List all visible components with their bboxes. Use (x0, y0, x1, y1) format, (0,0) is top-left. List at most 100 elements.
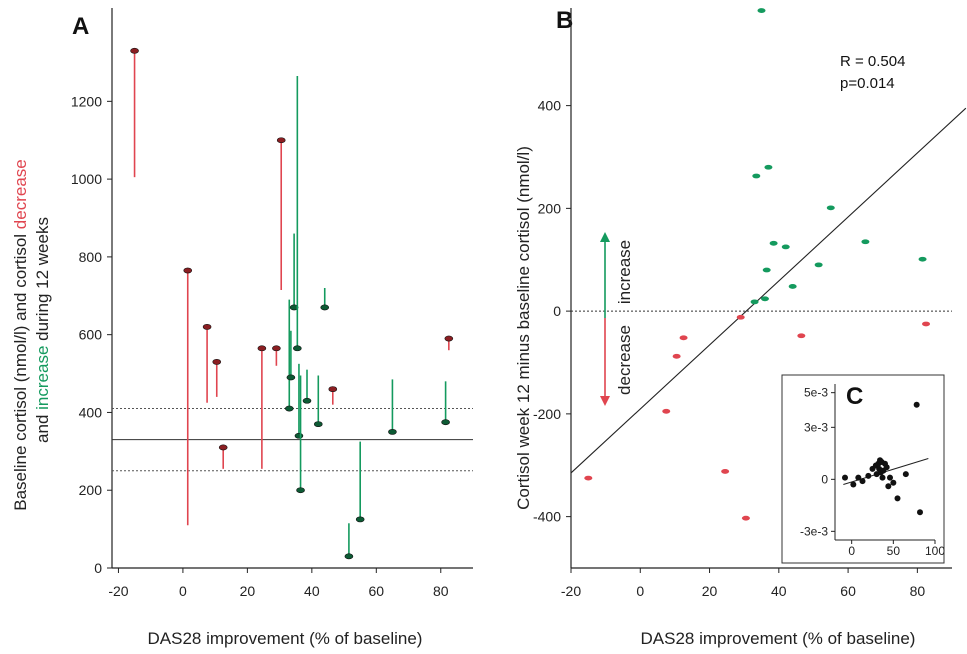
baseline-point (202, 323, 212, 330)
increase-point (750, 299, 759, 305)
panel-b-y-tick-label: 400 (538, 98, 562, 114)
panel-c-label: C (846, 383, 863, 410)
panel-c-point (865, 472, 872, 479)
baseline-point (328, 386, 338, 393)
panel-a-y-tick-label: 0 (94, 560, 102, 576)
panel-b-y-tick-label: -200 (533, 406, 561, 422)
panel-a-y-tick-label: 800 (79, 249, 103, 265)
baseline-point (284, 405, 294, 412)
baseline-point (212, 358, 222, 365)
increase-point (788, 284, 797, 289)
panel-c-marks (842, 401, 929, 516)
panel-c-point (887, 474, 893, 481)
panel-a-y-axis-label-line2: and increase during 12 weeks (33, 217, 52, 443)
baseline-point (320, 304, 330, 311)
panel-b-x-axis-label: DAS28 improvement (% of baseline) (641, 629, 916, 648)
baseline-point (293, 345, 302, 352)
panel-a-y-label-increase: increase (33, 346, 52, 410)
decrease-point (922, 321, 931, 327)
baseline-point (294, 432, 304, 439)
panel-a-y-tick-label: 600 (79, 327, 103, 343)
baseline-point (313, 421, 323, 428)
panel-c-point (879, 474, 886, 481)
panel-a-x-tick-label: 60 (369, 583, 385, 599)
baseline-point (218, 444, 228, 451)
decrease-point (584, 475, 593, 481)
increase-point (781, 244, 790, 250)
decrease-point (662, 408, 671, 414)
panel-a-reference-lines (112, 408, 473, 472)
increase-point (760, 296, 769, 302)
panel-a-x-tick-label: -20 (108, 583, 128, 599)
arrow-label-decrease: decrease (615, 325, 634, 395)
panel-b-label: B (556, 7, 573, 34)
regression-line (570, 107, 967, 474)
panel-b-y-tick-label: -400 (533, 509, 561, 525)
panel-a-x-tick-label: 0 (179, 583, 187, 599)
panel-c-point (850, 481, 857, 488)
baseline-point (355, 516, 365, 523)
panel-a-y-tick-label: 1000 (71, 171, 102, 187)
panel-b-x-tick-label: 40 (771, 583, 787, 599)
increase-point (757, 8, 766, 13)
panel-c-point (913, 401, 920, 408)
panel-a-x-axis-label: DAS28 improvement (% of baseline) (148, 629, 423, 648)
baseline-point (444, 335, 454, 342)
panel-c-point (842, 474, 848, 481)
panel-c-axes: -3e-3 0 3e-3 5e-3 0 50 100 (800, 384, 945, 558)
panel-c-y-tick-label: 5e-3 (804, 386, 828, 400)
increase-point (861, 239, 870, 245)
panel-b-y-axis-label: Cortisol week 12 minus baseline cortisol… (514, 146, 533, 510)
panel-a-y-tick-label: 200 (79, 482, 103, 498)
panel-c-point (890, 479, 897, 486)
panel-b-y-tick-label: 0 (553, 303, 561, 319)
panel-c-x-tick-label: 50 (887, 544, 901, 558)
panel-a-y-label-part-1: Baseline cortisol (nmol/l) and cortisol (11, 229, 30, 511)
panel-c-point (902, 471, 909, 478)
increase-point (762, 267, 771, 273)
panel-c-point (917, 509, 923, 516)
panel-b-x-tick-label: 80 (910, 583, 926, 599)
panel-b-direction-arrows (600, 232, 610, 406)
correlation-p: p=0.014 (840, 75, 895, 92)
panel-b-marks (570, 8, 967, 521)
panel-a-axes: 0 200 400 600 800 1000 1200 -20 0 20 40 60 80 (71, 8, 473, 599)
panel-a-x-tick-label: 80 (433, 583, 449, 599)
panel-a-x-tick-label: 20 (240, 583, 256, 599)
decrease-arrow-head (600, 396, 610, 406)
panel-c-inset: C -3e-3 0 3e-3 5e-3 0 50 100 (781, 374, 945, 564)
increase-point (918, 256, 927, 262)
panel-a-x-tick-label: 40 (304, 583, 320, 599)
panel-c-y-tick-label: 3e-3 (804, 420, 828, 434)
panel-a-y-label-part-5: during 12 weeks (33, 217, 52, 346)
panel-a: A 0 200 400 600 800 1000 1200 -20 0 20 40 60 80 DAS2… (11, 8, 473, 648)
panel-b-x-tick-label: 60 (840, 583, 856, 599)
panel-a-y-tick-label: 400 (79, 404, 103, 420)
decrease-point (797, 333, 806, 339)
panel-a-y-axis-label: Baseline cortisol (nmol/l) and cortisol … (11, 159, 30, 511)
panel-b-y-tick-label: 200 (538, 200, 562, 216)
correlation-r: R = 0.504 (840, 53, 905, 70)
baseline-point (286, 374, 296, 381)
panel-a-y-tick-label: 1200 (71, 93, 102, 109)
panel-b-x-tick-label: 20 (702, 583, 718, 599)
panel-c-point (855, 474, 862, 481)
baseline-point (183, 267, 193, 274)
panel-a-marks (130, 47, 454, 560)
increase-point (752, 173, 761, 179)
panel-c-x-tick-label: 100 (925, 544, 945, 558)
baseline-point (130, 47, 139, 54)
panel-c-point (894, 495, 901, 502)
decrease-point (736, 314, 745, 320)
baseline-point (296, 487, 305, 494)
panel-c-y-tick-label: -3e-3 (800, 524, 828, 538)
baseline-point (302, 397, 312, 404)
increase-point (764, 164, 773, 170)
panel-c-x-tick-label: 0 (848, 544, 855, 558)
decrease-point (741, 515, 750, 521)
decrease-point (679, 335, 688, 341)
panel-c-y-tick-label: 0 (821, 472, 828, 486)
